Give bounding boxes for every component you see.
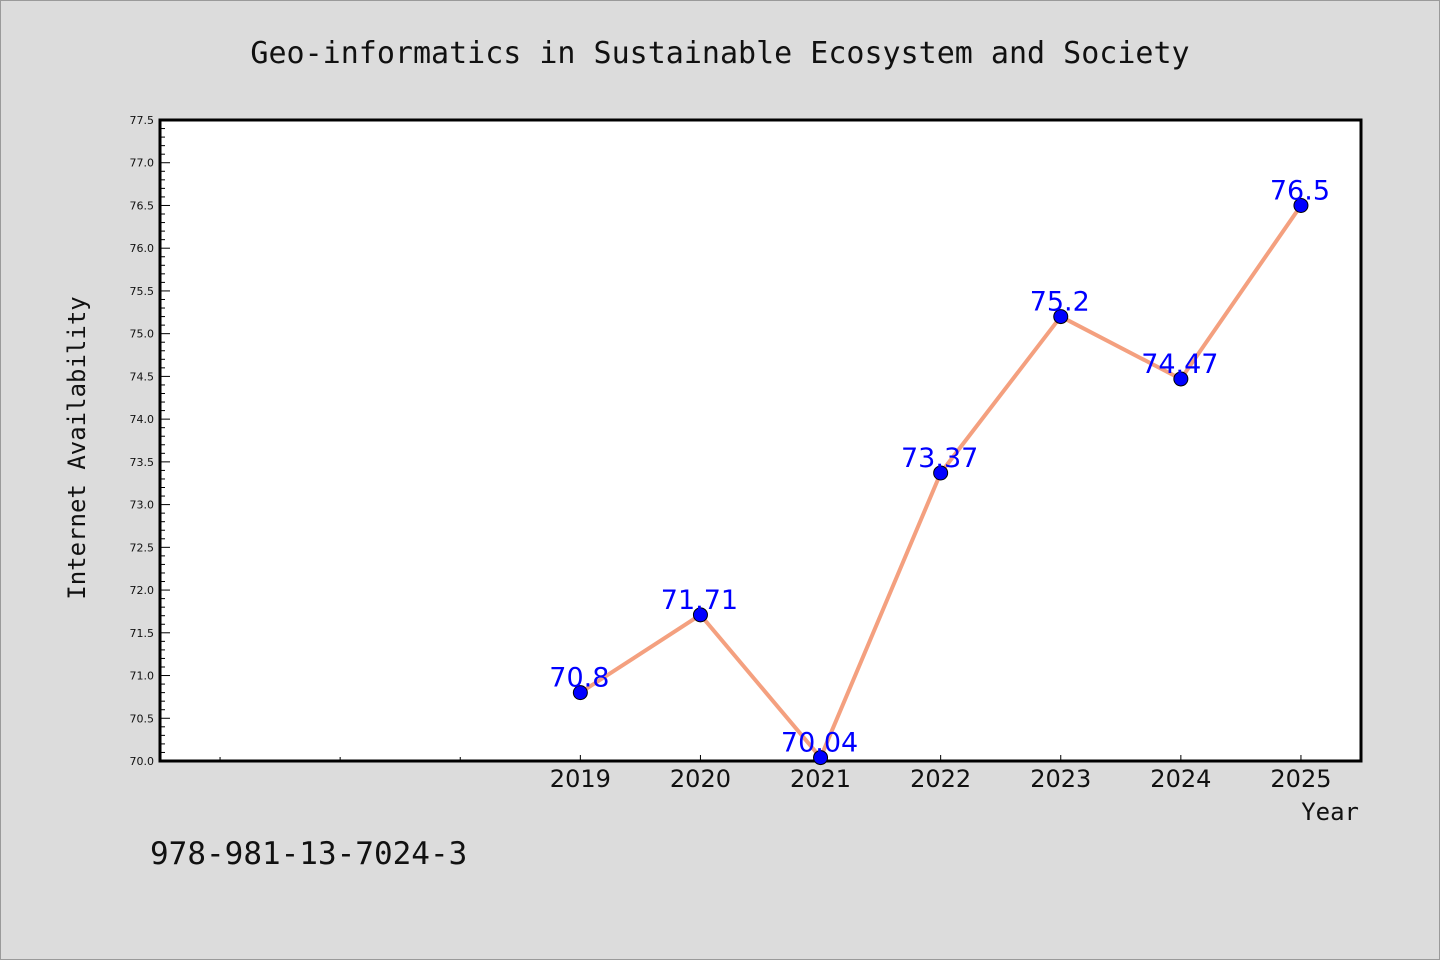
y-tick-label: 72.5 bbox=[130, 541, 155, 554]
x-tick-label: 2020 bbox=[670, 765, 731, 793]
plot-area bbox=[158, 118, 1363, 763]
data-label: 73.37 bbox=[901, 443, 978, 474]
x-tick-label: 2022 bbox=[910, 765, 971, 793]
data-label: 70.8 bbox=[549, 663, 609, 694]
data-point bbox=[692, 607, 708, 623]
y-tick-label: 77.5 bbox=[130, 114, 155, 127]
x-tick-label: 2023 bbox=[1030, 765, 1091, 793]
data-label: 71.71 bbox=[661, 585, 738, 616]
footer-code: 978-981-13-7024-3 bbox=[150, 836, 467, 872]
y-tick-label: 70.5 bbox=[130, 712, 155, 725]
x-axis-title: Year bbox=[1301, 798, 1359, 826]
data-label: 76.5 bbox=[1270, 175, 1330, 206]
y-tick-label: 71.5 bbox=[130, 627, 155, 640]
data-point bbox=[572, 685, 588, 701]
x-tick-label: 2024 bbox=[1150, 765, 1211, 793]
data-point bbox=[1053, 309, 1069, 325]
y-tick-label: 76.5 bbox=[130, 199, 155, 212]
x-tick-label: 2025 bbox=[1270, 765, 1331, 793]
series-points-group bbox=[572, 197, 1309, 766]
data-label: 70.04 bbox=[781, 728, 858, 759]
x-tick-label: 2021 bbox=[790, 765, 851, 793]
data-label: 74.47 bbox=[1141, 349, 1218, 380]
y-axis-title: Internet Availability bbox=[63, 296, 91, 599]
data-point bbox=[813, 750, 829, 766]
y-axis-ticks: 70.0 70.5 71.0 71.5 72.0 72.5 73.0 73.5 74.0 74.5… bbox=[130, 114, 170, 768]
data-point bbox=[933, 465, 949, 481]
data-labels-group: 70.8 71.71 70.04 73.37 75.2 74.47 76.5 bbox=[549, 175, 1330, 758]
y-tick-label: 71.0 bbox=[130, 670, 155, 683]
data-point bbox=[1173, 371, 1189, 387]
y-tick-label: 73.5 bbox=[130, 456, 155, 469]
y-tick-label: 74.5 bbox=[130, 370, 155, 383]
y-axis-minor-ticks bbox=[160, 128, 165, 753]
y-tick-label: 75.5 bbox=[130, 285, 155, 298]
chart-title: Geo-informatics in Sustainable Ecosystem… bbox=[250, 36, 1189, 71]
data-label: 75.2 bbox=[1030, 287, 1090, 318]
x-axis-ticks: 2019 2020 2021 2022 2023 2024 2025 bbox=[219, 755, 1331, 793]
data-point bbox=[1293, 197, 1309, 213]
y-tick-label: 77.0 bbox=[130, 157, 155, 170]
x-tick-label: 2019 bbox=[550, 765, 611, 793]
y-tick-label: 74.0 bbox=[130, 413, 155, 426]
y-tick-label: 72.0 bbox=[130, 584, 155, 597]
y-tick-label: 73.0 bbox=[130, 499, 155, 512]
y-tick-label: 76.0 bbox=[130, 242, 155, 255]
y-tick-label: 75.0 bbox=[130, 328, 155, 341]
y-tick-label: 70.0 bbox=[130, 755, 155, 768]
